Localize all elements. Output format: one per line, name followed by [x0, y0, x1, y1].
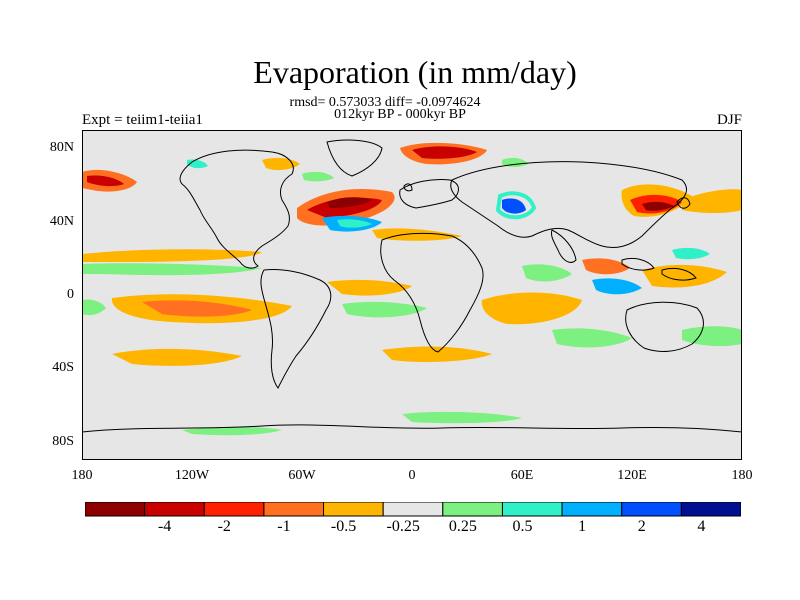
colorbar-label: -2 — [217, 518, 231, 535]
colorbar-label: 0.25 — [448, 518, 477, 535]
lon-label-60w: 60W — [288, 468, 316, 483]
lon-label-120w: 120W — [174, 468, 210, 483]
stats-block: rmsd= 0.573033 diff= -0.0974624 012kyr B… — [0, 95, 770, 122]
coastlines — [82, 139, 742, 433]
lon-label-180w: 180 — [71, 468, 93, 483]
colorbar-swatch — [85, 502, 146, 517]
colorbar-swatch — [621, 502, 682, 517]
period-text: 012kyr BP - 000kyr BP — [334, 107, 466, 122]
lat-label-80n: 80N — [49, 140, 74, 155]
lat-label-40n: 40N — [49, 214, 74, 229]
colorbar-swatch — [442, 502, 503, 517]
colorbar-label: 2 — [637, 518, 646, 535]
colorbar-swatch — [501, 502, 563, 517]
experiment-label: Expt = teiim1-teiia1 — [82, 112, 203, 128]
season-label: DJF — [716, 112, 742, 128]
lon-label-180e: 180 — [731, 468, 753, 483]
lat-label-40s: 40S — [52, 360, 74, 375]
lat-label-0: 0 — [67, 287, 74, 302]
colorbar-label: -0.5 — [330, 518, 357, 535]
lon-label-60e: 60E — [510, 468, 534, 483]
colorbar-label: -0.25 — [386, 518, 420, 535]
colorbar-swatch — [144, 502, 205, 517]
colorbar-label: 4 — [697, 518, 706, 535]
anomaly-fields — [82, 142, 742, 436]
rmsd-diff-text: rmsd= 0.573033 diff= -0.0974624 — [289, 95, 481, 110]
colorbar-label: 0.5 — [512, 518, 533, 535]
colorbar-label: 1 — [578, 518, 587, 535]
colorbar-swatch — [561, 502, 623, 517]
colorbar-swatch — [382, 502, 444, 517]
colorbar — [85, 502, 741, 517]
colorbar-swatch — [263, 502, 325, 517]
colorbar-swatch — [203, 502, 265, 517]
map-frame — [82, 130, 742, 460]
lat-label-80s: 80S — [52, 434, 74, 449]
colorbar-label: -4 — [157, 518, 172, 535]
map-title: Evaporation (in mm/day) — [253, 54, 577, 90]
lon-label-120e: 120E — [617, 468, 647, 483]
colorbar-label: -1 — [277, 518, 291, 535]
colorbar-swatch — [323, 502, 384, 517]
colorbar-swatch — [680, 502, 741, 517]
world-map-plot — [82, 130, 742, 460]
lon-label-0: 0 — [408, 468, 416, 483]
